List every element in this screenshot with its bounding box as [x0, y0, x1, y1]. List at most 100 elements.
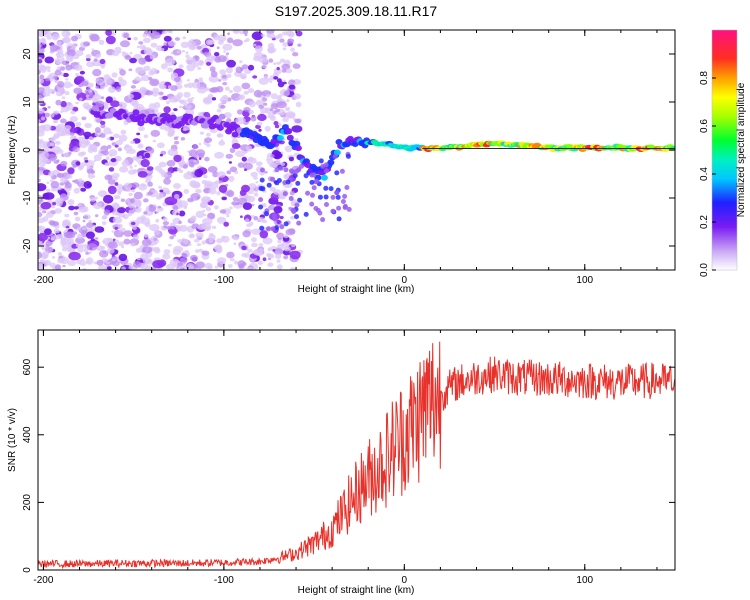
heatmap-ridge-cell [216, 124, 224, 131]
heatmap-cell [101, 214, 108, 219]
heatmap-cell [130, 225, 134, 228]
heatmap-cell [56, 172, 64, 179]
heatmap-cell [89, 197, 97, 202]
spectrogram-xtick-label: -200 [33, 275, 53, 286]
heatmap-cell [218, 34, 227, 42]
heatmap-cell [135, 67, 143, 72]
heatmap-cell [84, 122, 92, 129]
heatmap-cell [276, 232, 285, 240]
heatmap-cell [155, 218, 160, 223]
heatmap-cell [136, 132, 141, 136]
heatmap-cell [195, 188, 202, 194]
heatmap-cell [150, 42, 158, 48]
heatmap-cell [189, 254, 198, 262]
heatmap-cell [274, 253, 282, 259]
heatmap-cell [62, 36, 71, 44]
heatmap-cell [40, 66, 43, 69]
heatmap-cell [284, 173, 290, 179]
heatmap-cell [38, 251, 43, 259]
heatmap-cell [108, 167, 115, 172]
heatmap-cell [160, 47, 165, 52]
heatmap-cell [89, 34, 100, 42]
spectrogram-ytick-label: -10 [22, 190, 33, 205]
spectrogram-xlabel: Height of straight line (km) [298, 284, 415, 295]
heatmap-cell [162, 95, 168, 100]
heatmap-cell [103, 194, 114, 204]
colorbar-tick-label: 0.4 [699, 167, 710, 181]
heatmap-cell [263, 75, 269, 80]
heatmap-cell [131, 182, 140, 189]
heatmap-cell [169, 222, 176, 228]
heatmap-cell [245, 218, 250, 223]
heatmap-cell [47, 88, 55, 94]
heatmap-cell [162, 221, 169, 226]
heatmap-cell [92, 93, 102, 101]
heatmap-cell [229, 147, 236, 153]
heatmap-cell [217, 55, 227, 63]
heatmap-cell [188, 265, 195, 270]
heatmap-cell [176, 212, 179, 216]
heatmap-cell [103, 209, 111, 215]
heatmap-cell [242, 202, 253, 210]
heatmap-streak-cell [260, 186, 266, 192]
heatmap-streak-cell [311, 185, 317, 191]
heatmap-cell [203, 97, 211, 104]
heatmap-cell [176, 92, 183, 99]
heatmap-cell [187, 82, 194, 89]
heatmap-cell [227, 32, 231, 36]
heatmap-cell [174, 37, 180, 41]
heatmap-cell [75, 73, 79, 76]
heatmap-streak-cell [345, 153, 351, 159]
heatmap-cell [282, 79, 286, 83]
heatmap-cell [257, 217, 265, 223]
heatmap-cell [57, 49, 64, 54]
heatmap-cell [226, 37, 234, 44]
heatmap-cell [208, 238, 214, 244]
heatmap-cell [50, 181, 60, 189]
heatmap-cell [40, 201, 52, 210]
heatmap-streak-cell [259, 225, 265, 231]
heatmap-cell [280, 151, 284, 154]
heatmap-streak-cell [330, 208, 336, 214]
heatmap-cell [206, 61, 212, 66]
heatmap-cell [75, 101, 79, 105]
heatmap-cell [65, 225, 70, 229]
heatmap-cell [226, 190, 235, 198]
heatmap-cell [74, 64, 83, 71]
heatmap-ridge-cell [320, 174, 328, 181]
heatmap-streak-cell [317, 210, 323, 216]
heatmap-cell [205, 39, 213, 46]
heatmap-cell [42, 210, 47, 214]
heatmap-cell [114, 182, 119, 186]
heatmap-cell [94, 237, 99, 240]
heatmap-cell [228, 175, 235, 182]
heatmap-cell [256, 121, 263, 126]
heatmap-cell [243, 107, 251, 112]
heatmap-cell [143, 198, 149, 203]
heatmap-cell [52, 110, 59, 115]
heatmap-cell [60, 177, 68, 183]
heatmap-streak-cell [336, 205, 342, 211]
heatmap-ridge-cell [294, 145, 302, 152]
heatmap-cell [165, 100, 170, 105]
heatmap-cell [164, 196, 178, 206]
heatmap-cell [267, 46, 275, 54]
heatmap-cell [49, 113, 55, 118]
heatmap-cell [136, 45, 141, 49]
heatmap-cell [117, 50, 122, 54]
heatmap-cell [228, 264, 233, 268]
heatmap-cell [53, 160, 59, 164]
heatmap-cell [44, 259, 52, 266]
heatmap-cell [251, 237, 257, 243]
heatmap-streak-cell [303, 211, 309, 217]
spectrogram-ylabel: Frequency (Hz) [7, 116, 18, 185]
heatmap-cell [42, 250, 49, 258]
heatmap-cell [289, 250, 301, 260]
heatmap-cell [77, 233, 83, 240]
heatmap-cell [276, 264, 283, 270]
heatmap-cell [84, 159, 89, 163]
heatmap-cell [132, 169, 138, 174]
heatmap-ridge-cell [137, 120, 145, 127]
heatmap-cell [80, 244, 84, 248]
colorbar-label: Normalized spectral amplitude [736, 82, 747, 217]
